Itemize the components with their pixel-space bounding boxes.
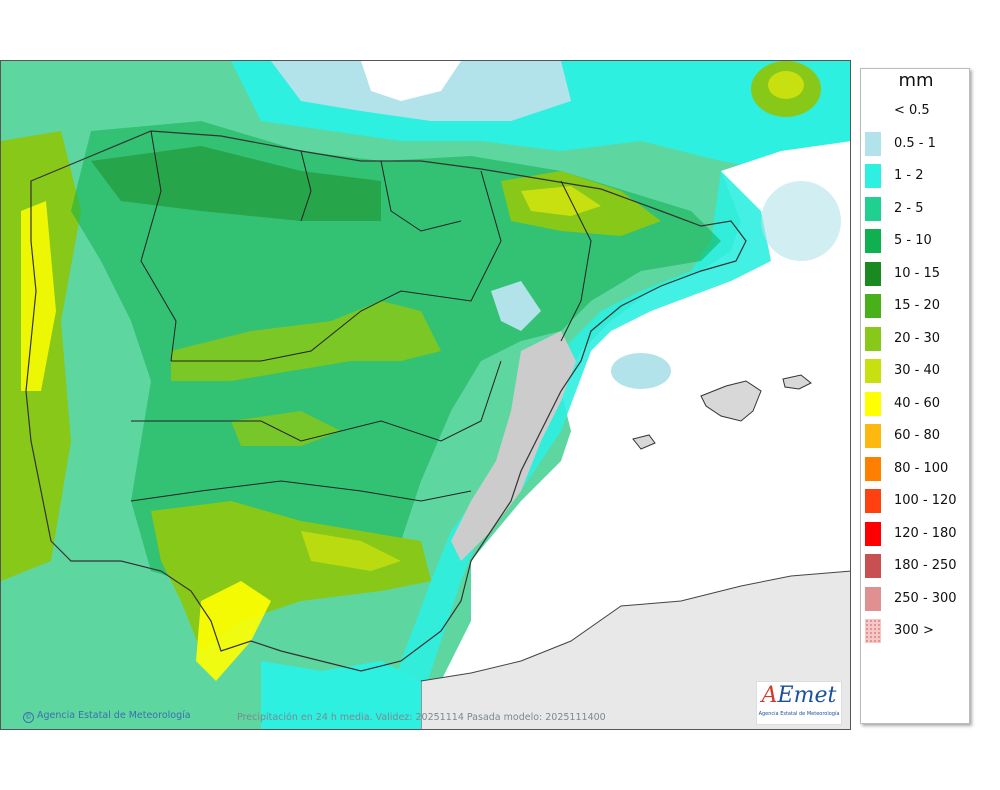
mediterranean-sea: [421, 141, 850, 729]
legend-item: 10 - 15: [865, 261, 969, 286]
pyrenees-core: [521, 186, 601, 216]
strait-area: [261, 661, 421, 729]
legend-swatch: [865, 294, 881, 318]
legend-swatch: [865, 489, 881, 513]
legend-swatch: [865, 424, 881, 448]
copyright-icon: ©: [23, 712, 34, 723]
precipitation-map: AEmet Agencia Estatal de Meteorología © A…: [0, 60, 851, 730]
map-canvas: [1, 61, 850, 729]
legend-swatch: [865, 131, 881, 156]
legend-label: 2 - 5: [894, 200, 924, 216]
legend-label: 20 - 30: [894, 330, 941, 346]
border-galicia-castilla: [140, 130, 177, 362]
baetic-band: [301, 531, 401, 571]
legend-swatch: [865, 196, 881, 221]
legend-item: 120 - 180: [865, 521, 969, 546]
aragon-light: [491, 281, 541, 331]
legend-panel: mm < 0.5 0.5 - 1 1 - 2 2 - 5 5 - 10 10 - 15 15…: [860, 68, 970, 724]
legend-item: 20 - 30: [865, 326, 969, 351]
border-cantabria: [300, 150, 312, 222]
credit-label: Agencia Estatal de Meteorología: [37, 710, 191, 721]
legend-label: 40 - 60: [894, 395, 941, 411]
credit-text: © Agencia Estatal de Meteorología: [23, 710, 191, 723]
toledo-band: [231, 411, 341, 446]
menorca: [782, 374, 812, 390]
border-central: [171, 170, 502, 362]
aemet-logo: AEmet Agencia Estatal de Meteorología: [756, 681, 842, 725]
legend-item: 15 - 20: [865, 294, 969, 318]
legend-label: 15 - 20: [894, 298, 941, 313]
legend-swatch: [865, 619, 881, 643]
legend-label: 250 - 300: [894, 590, 957, 606]
legend-swatch: [865, 326, 881, 351]
legend-swatch: [865, 99, 881, 123]
legend-label: 5 - 10: [894, 233, 932, 248]
sea-light-patch: [611, 353, 671, 389]
map-caption: Precipitación en 24 h media. Validez: 20…: [237, 712, 606, 723]
legend-swatch: [865, 164, 881, 188]
aemet-logo-subtitle: Agencia Estatal de Meteorología: [758, 711, 840, 717]
legend-item: 0.5 - 1: [865, 131, 969, 156]
legend-item: 2 - 5: [865, 196, 969, 221]
legend-swatch: [865, 521, 881, 546]
legend-unit: mm: [898, 70, 934, 91]
cantabrian-band: [91, 146, 381, 221]
legend-swatch: [865, 229, 881, 253]
legend-label: 100 - 120: [894, 493, 957, 508]
legend-label: 80 - 100: [894, 460, 949, 476]
coastal-fringe: [381, 171, 771, 729]
legend-swatch: [865, 359, 881, 383]
legend-item: < 0.5: [865, 99, 969, 123]
legend-item: 180 - 250: [865, 554, 969, 578]
legend-item: 250 - 300: [865, 586, 969, 611]
legend-item: 30 - 40: [865, 359, 969, 383]
logo-letter-e: E: [777, 683, 794, 708]
logo-letters-met: met: [793, 683, 837, 708]
border-mancha: [131, 360, 502, 442]
north-dry-patch: [361, 61, 461, 101]
mallorca: [700, 380, 762, 422]
andalucia-yellow: [196, 581, 271, 681]
border-catalonia: [560, 180, 592, 342]
aemet-logo-mark: AEmet: [757, 682, 841, 710]
legend-swatch: [865, 586, 881, 611]
legend-item: 40 - 60: [865, 391, 969, 416]
legend-item: 100 - 120: [865, 489, 969, 513]
logo-letter-a: A: [761, 683, 778, 708]
legend-label: 180 - 250: [894, 558, 957, 573]
legend-label: 60 - 80: [894, 428, 941, 443]
legend-item: 60 - 80: [865, 424, 969, 448]
legend-label: 10 - 15: [894, 265, 941, 281]
legend-label: 30 - 40: [894, 363, 941, 378]
sea-light-patch-3: [761, 181, 841, 261]
legend-label: < 0.5: [894, 103, 930, 118]
iberia-coastline: [25, 130, 747, 672]
ne-sea-core: [768, 71, 804, 99]
border-andalucia: [130, 480, 472, 502]
legend-swatch: [865, 391, 881, 416]
legend-label: 120 - 180: [894, 525, 957, 541]
ibiza: [632, 434, 656, 450]
legend-item: 300 >: [865, 619, 969, 643]
region-borders: [130, 130, 592, 502]
east-dry-area: [451, 331, 576, 561]
legend-label: 0.5 - 1: [894, 135, 936, 151]
legend-label: 300 >: [894, 623, 934, 638]
legend-item: 80 - 100: [865, 456, 969, 481]
legend-swatch: [865, 456, 881, 481]
atlantic-yellow-band: [21, 201, 56, 391]
north-africa: [420, 570, 850, 729]
legend-swatch: [865, 554, 881, 578]
border-basque: [380, 160, 462, 232]
legend-label: 1 - 2: [894, 168, 924, 183]
legend-swatch: [865, 261, 881, 286]
legend-item: 5 - 10: [865, 229, 969, 253]
legend-item: 1 - 2: [865, 164, 969, 188]
